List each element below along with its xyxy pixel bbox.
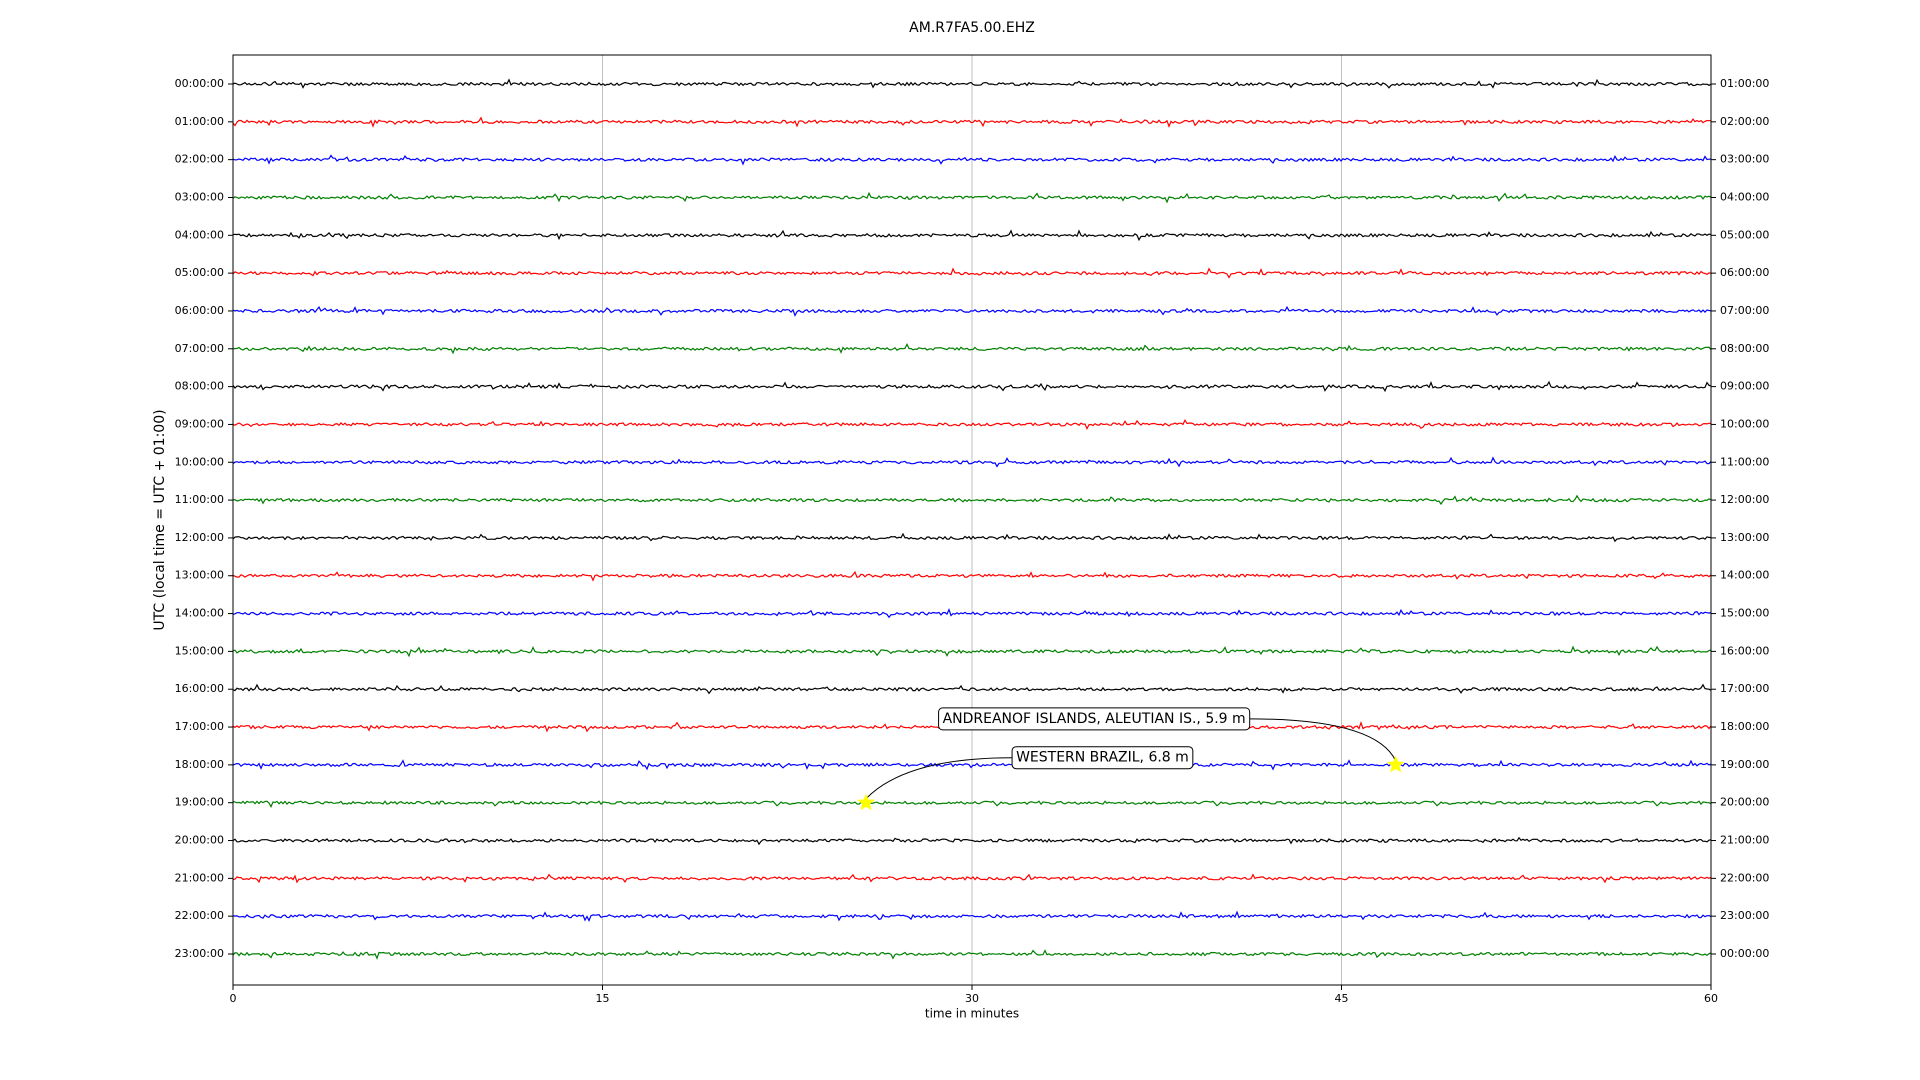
trace	[232, 267, 1712, 279]
y2-tick-label: 05:00:00	[1720, 228, 1769, 241]
y-tick-label: 00:00:00	[175, 77, 224, 90]
y-tick-label: 20:00:00	[175, 834, 224, 847]
y2-tick-label: 16:00:00	[1720, 644, 1769, 657]
x-tick-label: 30	[965, 992, 979, 1005]
y-tick-label: 16:00:00	[175, 682, 224, 695]
y-tick-label: 06:00:00	[175, 304, 224, 317]
trace	[232, 78, 1712, 89]
trace	[232, 683, 1712, 695]
y-tick-label: 08:00:00	[175, 380, 224, 393]
trace	[232, 343, 1712, 355]
x-tick-label: 0	[230, 992, 237, 1005]
y2-tick-label: 23:00:00	[1720, 909, 1769, 922]
y2-tick-label: 10:00:00	[1720, 417, 1769, 430]
trace	[232, 800, 1712, 808]
y2-tick-label: 22:00:00	[1720, 871, 1769, 884]
trace	[232, 418, 1712, 431]
y2-tick-label: 12:00:00	[1720, 493, 1769, 506]
y-tick-label: 12:00:00	[175, 531, 224, 544]
y2-tick-label: 20:00:00	[1720, 796, 1769, 809]
trace	[232, 532, 1712, 543]
x-axis-label: time in minutes	[925, 1007, 1019, 1021]
y2-tick-label: 18:00:00	[1720, 720, 1769, 733]
trace	[232, 229, 1712, 242]
y-tick-label: 13:00:00	[175, 569, 224, 582]
y-tick-label: 02:00:00	[175, 153, 224, 166]
trace	[232, 645, 1712, 658]
y2-tick-label: 01:00:00	[1720, 77, 1769, 90]
trace	[232, 873, 1712, 884]
event-marker	[1386, 755, 1405, 773]
y-tick-label: 14:00:00	[175, 607, 224, 620]
trace	[232, 191, 1712, 204]
y2-tick-label: 21:00:00	[1720, 834, 1769, 847]
y-tick-label: 07:00:00	[175, 342, 224, 355]
chart-title: AM.R7FA5.00.EHZ	[909, 20, 1035, 36]
y-tick-label: 23:00:00	[175, 947, 224, 960]
y2-tick-label: 09:00:00	[1720, 380, 1769, 393]
x-tick-label: 60	[1704, 992, 1718, 1005]
y2-tick-label: 03:00:00	[1720, 153, 1769, 166]
y-tick-label: 18:00:00	[175, 758, 224, 771]
y2-tick-label: 15:00:00	[1720, 607, 1769, 620]
y-tick-label: 19:00:00	[175, 796, 224, 809]
y-tick-label: 17:00:00	[175, 720, 224, 733]
y-tick-label: 04:00:00	[175, 228, 224, 241]
y2-tick-label: 07:00:00	[1720, 304, 1769, 317]
annotation-label: ANDREANOF ISLANDS, ALEUTIAN IS., 5.9 m	[943, 711, 1246, 727]
trace	[232, 494, 1712, 506]
trace	[232, 607, 1712, 619]
annotation-connector	[865, 757, 1013, 800]
y2-tick-label: 14:00:00	[1720, 569, 1769, 582]
trace	[232, 116, 1712, 128]
y-tick-label: 22:00:00	[175, 909, 224, 922]
y2-tick-label: 00:00:00	[1720, 947, 1769, 960]
y-axis-label: UTC (local time = UTC + 01:00)	[152, 409, 168, 630]
y-tick-label: 05:00:00	[175, 266, 224, 279]
y2-tick-label: 11:00:00	[1720, 455, 1769, 468]
y2-tick-label: 04:00:00	[1720, 190, 1769, 203]
trace	[232, 949, 1712, 960]
trace	[232, 380, 1712, 393]
y-tick-label: 21:00:00	[175, 871, 224, 884]
y-tick-label: 11:00:00	[175, 493, 224, 506]
plot-frame	[232, 54, 1712, 986]
y2-tick-label: 19:00:00	[1720, 758, 1769, 771]
x-tick-label: 15	[596, 992, 610, 1005]
trace	[232, 305, 1712, 317]
trace	[232, 154, 1712, 166]
y-tick-label: 09:00:00	[175, 417, 224, 430]
trace	[232, 910, 1712, 922]
y2-tick-label: 02:00:00	[1720, 115, 1769, 128]
annotation-connector	[1249, 718, 1397, 762]
trace	[232, 759, 1712, 771]
y2-tick-label: 08:00:00	[1720, 342, 1769, 355]
y2-tick-label: 06:00:00	[1720, 266, 1769, 279]
y-tick-label: 10:00:00	[175, 455, 224, 468]
x-tick-label: 45	[1335, 992, 1349, 1005]
y-tick-label: 01:00:00	[175, 115, 224, 128]
trace	[232, 836, 1712, 846]
y-tick-label: 03:00:00	[175, 190, 224, 203]
trace	[232, 456, 1712, 468]
annotation-label: WESTERN BRAZIL, 6.8 m	[1016, 750, 1189, 766]
y2-tick-label: 13:00:00	[1720, 531, 1769, 544]
trace	[232, 570, 1712, 582]
event-marker	[857, 793, 875, 811]
y-tick-label: 15:00:00	[175, 644, 224, 657]
y2-tick-label: 17:00:00	[1720, 682, 1769, 695]
